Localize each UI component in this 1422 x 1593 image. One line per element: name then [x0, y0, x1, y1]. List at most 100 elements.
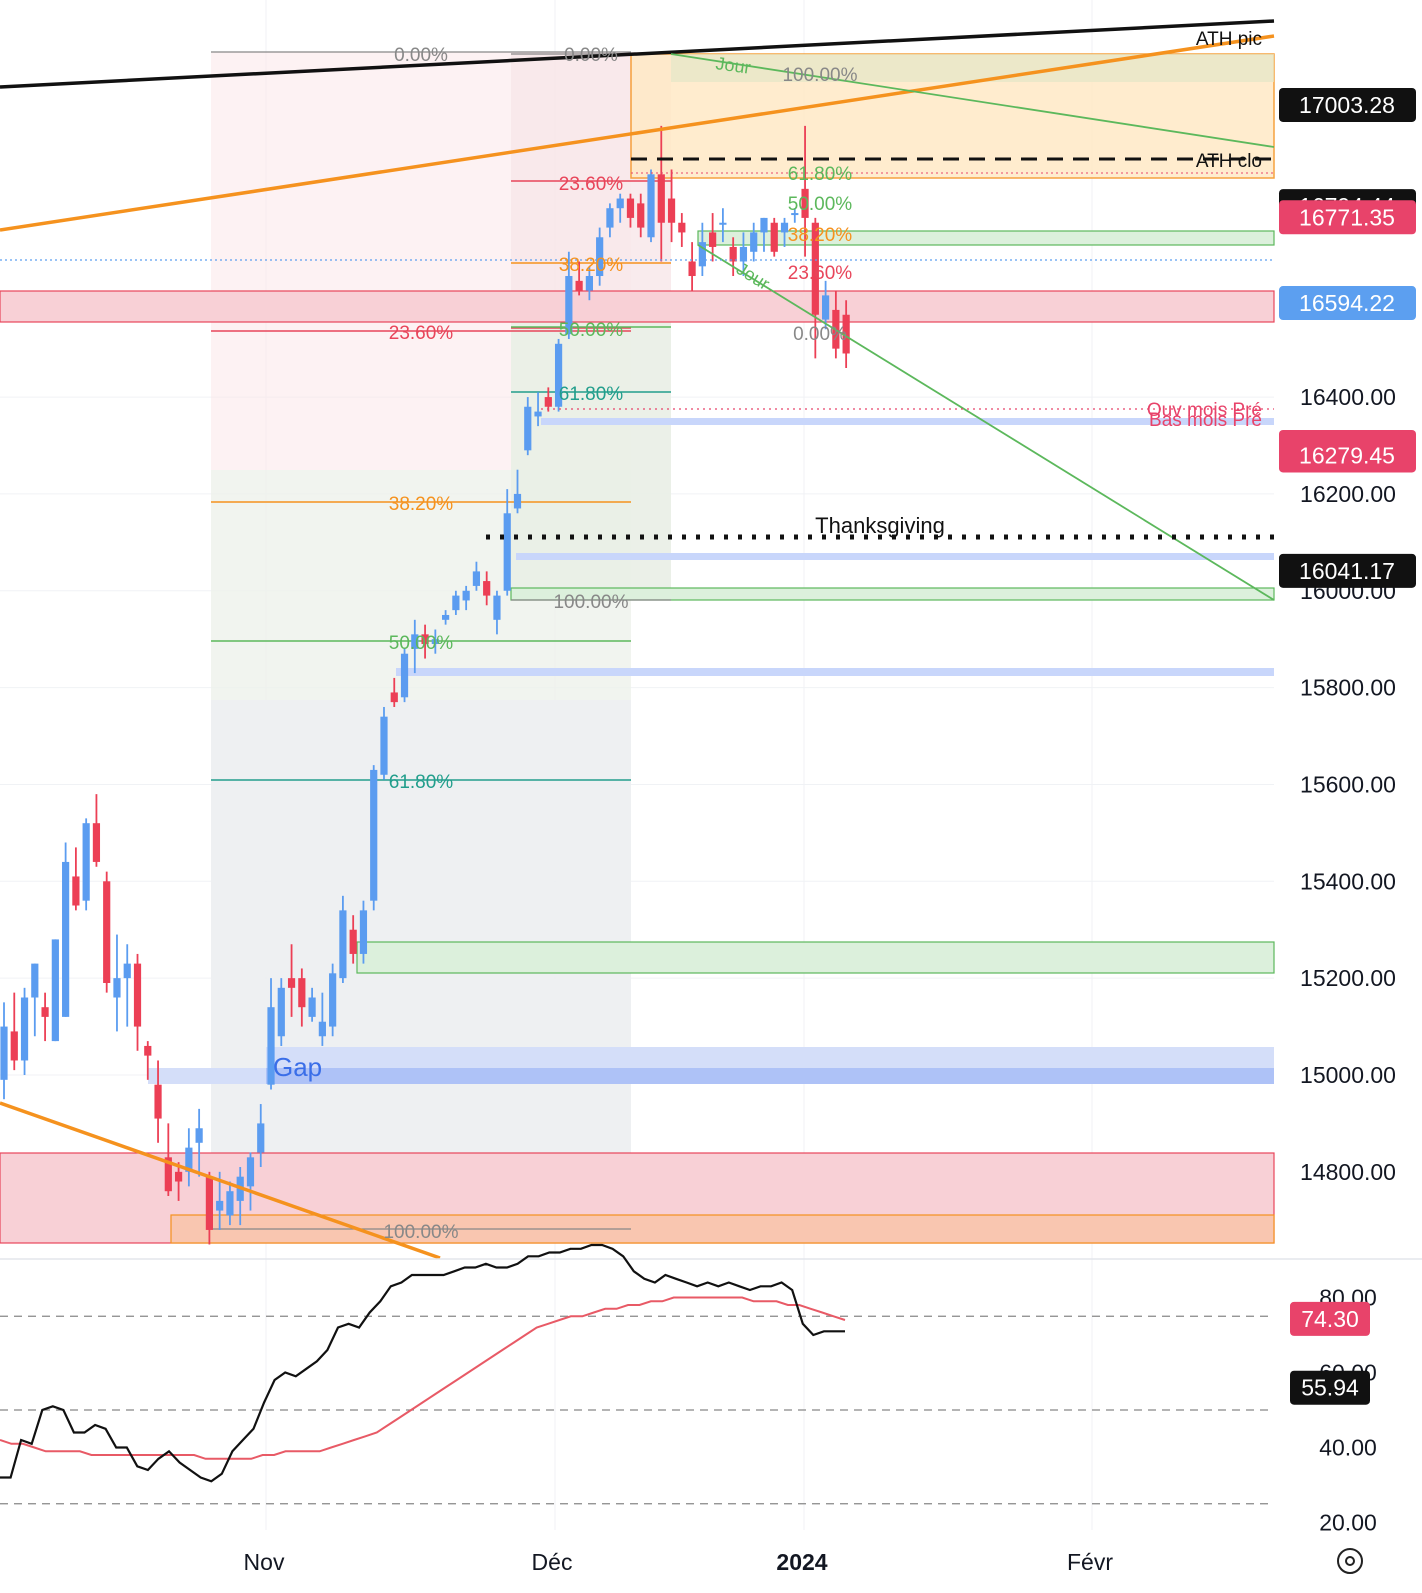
- candle[interactable]: [483, 571, 491, 606]
- candle-body: [729, 246, 737, 262]
- candle[interactable]: [596, 227, 604, 286]
- candle[interactable]: [554, 338, 563, 412]
- candle[interactable]: [585, 266, 593, 301]
- candle[interactable]: [287, 944, 296, 1017]
- candle[interactable]: [0, 1002, 8, 1100]
- price-tag[interactable]: 16041.17: [1279, 553, 1416, 588]
- green-trendline-bottom[interactable]: [697, 244, 1275, 601]
- candle[interactable]: [329, 963, 337, 1037]
- candle[interactable]: [791, 208, 799, 223]
- candle[interactable]: [62, 842, 70, 1017]
- ath-trendline[interactable]: [0, 19, 1275, 89]
- candle[interactable]: [246, 1152, 255, 1211]
- candle[interactable]: [195, 1108, 203, 1177]
- candle[interactable]: [113, 934, 121, 1032]
- candle[interactable]: [103, 871, 111, 993]
- candle[interactable]: [513, 469, 522, 514]
- candle[interactable]: [123, 944, 131, 1027]
- candle[interactable]: [616, 193, 624, 223]
- candle[interactable]: [359, 900, 368, 964]
- candle[interactable]: [82, 818, 90, 911]
- candle[interactable]: [370, 765, 378, 911]
- candle[interactable]: [267, 978, 275, 1090]
- candle[interactable]: [822, 280, 830, 330]
- candle[interactable]: [257, 1104, 265, 1167]
- candle[interactable]: [442, 610, 450, 625]
- candle[interactable]: [750, 222, 758, 262]
- candle[interactable]: [606, 203, 614, 238]
- candle[interactable]: [647, 169, 655, 243]
- price-tag[interactable]: 17003.28: [1279, 87, 1416, 122]
- candle[interactable]: [524, 397, 532, 456]
- candle[interactable]: [657, 125, 665, 262]
- candle[interactable]: [174, 1162, 183, 1201]
- price-tag[interactable]: 16279.45: [1279, 438, 1416, 473]
- candle[interactable]: [575, 261, 583, 296]
- candle[interactable]: [308, 987, 316, 1022]
- candle[interactable]: [349, 915, 357, 964]
- orange-trendline-bottom[interactable]: [0, 1101, 441, 1260]
- candle-body: [164, 1157, 172, 1192]
- candle[interactable]: [133, 953, 142, 1051]
- candle[interactable]: [10, 992, 18, 1071]
- candle[interactable]: [462, 585, 470, 611]
- price-tag[interactable]: 16771.35: [1279, 200, 1416, 235]
- candle[interactable]: [277, 978, 285, 1046]
- candle[interactable]: [411, 619, 419, 674]
- candle[interactable]: [154, 1060, 162, 1143]
- orange-trendline-top[interactable]: [0, 34, 1275, 232]
- candle[interactable]: [667, 169, 676, 243]
- fib-label-0-a: 0.00%: [394, 45, 448, 66]
- candle[interactable]: [41, 992, 49, 1042]
- candle[interactable]: [534, 392, 542, 427]
- candle[interactable]: [318, 992, 326, 1046]
- candle[interactable]: [637, 193, 645, 238]
- candle[interactable]: [544, 387, 552, 412]
- candle[interactable]: [678, 213, 686, 247]
- candle[interactable]: [493, 590, 501, 635]
- candle[interactable]: [20, 987, 29, 1075]
- candle[interactable]: [431, 629, 439, 654]
- candle[interactable]: [144, 1041, 152, 1080]
- price-tag-bg: [1279, 286, 1416, 321]
- candle[interactable]: [719, 208, 727, 243]
- candle[interactable]: [770, 217, 778, 257]
- candle[interactable]: [780, 217, 789, 247]
- candle[interactable]: [626, 193, 635, 228]
- candle[interactable]: [452, 590, 460, 615]
- price-tag[interactable]: 16594.22: [1279, 286, 1416, 321]
- candle[interactable]: [565, 251, 573, 339]
- candle[interactable]: [31, 963, 39, 1037]
- time-axis[interactable]: Nov Déc 2024 Févr: [244, 1549, 1114, 1575]
- candle[interactable]: [380, 706, 388, 780]
- candle-body: [359, 910, 368, 954]
- candle[interactable]: [801, 125, 809, 257]
- candle[interactable]: [842, 300, 850, 369]
- candle[interactable]: [811, 217, 819, 359]
- candle[interactable]: [503, 489, 511, 596]
- candle[interactable]: [400, 648, 409, 703]
- candle[interactable]: [185, 1128, 193, 1187]
- candle[interactable]: [688, 242, 696, 291]
- candle[interactable]: [205, 1171, 213, 1245]
- candle[interactable]: [226, 1181, 234, 1226]
- settings-icon[interactable]: [1337, 1548, 1363, 1574]
- candle[interactable]: [421, 624, 429, 659]
- candle-body: [739, 246, 748, 262]
- green-trendline-top[interactable]: [670, 53, 1275, 148]
- candle[interactable]: [92, 794, 101, 867]
- candle[interactable]: [51, 939, 59, 1042]
- candle[interactable]: [298, 968, 306, 1027]
- candle[interactable]: [164, 1123, 172, 1197]
- candle[interactable]: [760, 217, 768, 252]
- candle[interactable]: [739, 232, 748, 277]
- candle[interactable]: [72, 847, 80, 911]
- candle[interactable]: [339, 895, 347, 983]
- rsi-ma-tag-label: 74.30: [1301, 1306, 1359, 1332]
- price-axis[interactable]: 16400.0016200.0016000.0015800.0015600.00…: [1300, 384, 1396, 1185]
- candle[interactable]: [472, 561, 481, 591]
- candle[interactable]: [729, 237, 737, 277]
- candle[interactable]: [390, 677, 398, 707]
- candle[interactable]: [698, 222, 706, 277]
